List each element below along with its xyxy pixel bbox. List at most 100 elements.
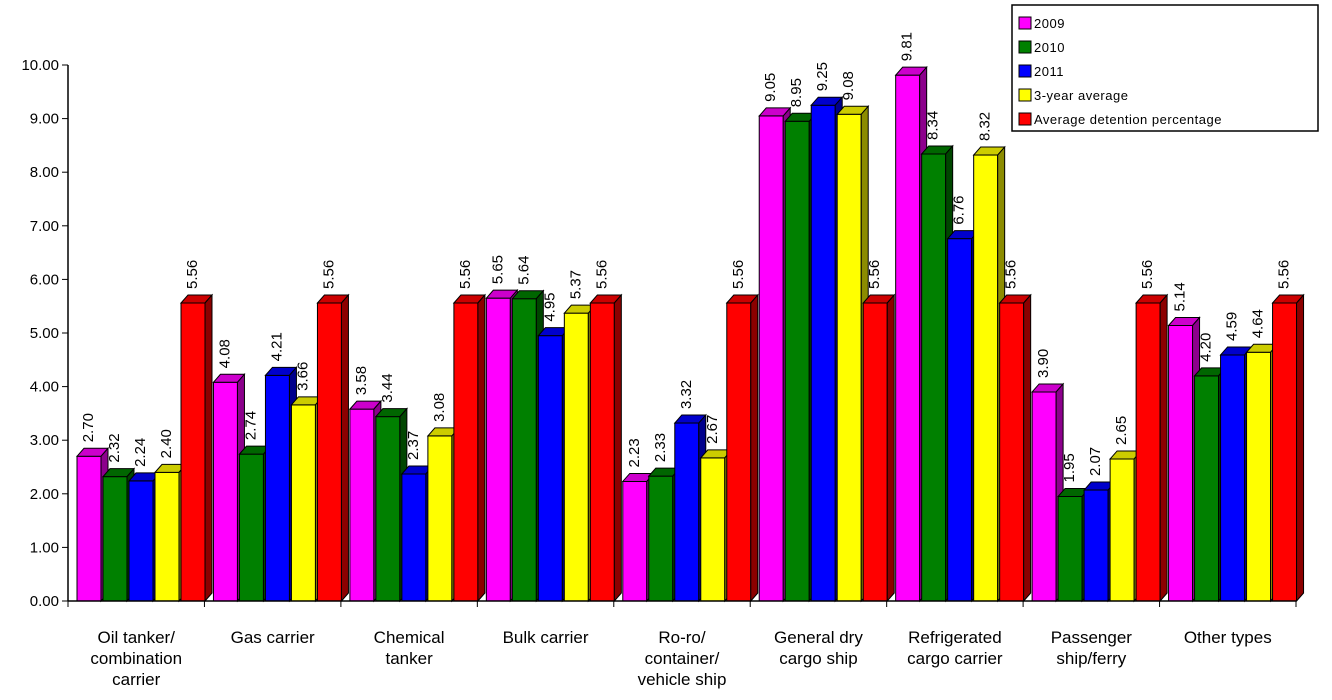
category-label: combination <box>90 649 182 668</box>
data-label: 9.05 <box>762 73 779 102</box>
legend-swatch <box>1018 64 1032 78</box>
category-label: Oil tanker/ <box>97 628 175 647</box>
category-label: cargo ship <box>779 649 857 668</box>
bar <box>725 293 759 603</box>
category-label: Other types <box>1184 628 1272 647</box>
data-label: 4.59 <box>1224 312 1241 341</box>
data-label: 4.95 <box>541 292 558 321</box>
legend-box <box>1011 4 1319 132</box>
data-label: 9.81 <box>899 32 916 61</box>
data-label: 1.95 <box>1061 453 1078 482</box>
axes: 0.00 1.00 2.00 3.00 4.00 5.00 6.00 7.00 8.00 9.00… <box>21 57 1297 610</box>
data-label: 5.56 <box>730 260 747 289</box>
category-label: carrier <box>112 670 161 689</box>
bar <box>1083 480 1117 603</box>
data-label: 2.37 <box>405 431 422 460</box>
category-label: container/ <box>645 649 720 668</box>
data-label: 5.14 <box>1172 282 1189 311</box>
data-label: 5.64 <box>515 255 532 284</box>
data-label: 5.56 <box>457 260 474 289</box>
y-tick-label: 10.00 <box>21 57 59 74</box>
y-tick-label: 2.00 <box>30 486 59 503</box>
category-label: Chemical <box>374 628 445 647</box>
data-label: 2.33 <box>652 433 669 462</box>
data-label: 3.08 <box>431 393 448 422</box>
value-labels: 2.70 2.32 2.24 2.40 5.56 4.08 2.74 4.21 3.66 5.56… <box>80 32 1293 482</box>
data-label: 5.56 <box>1139 260 1156 289</box>
data-label: 4.64 <box>1250 309 1267 338</box>
data-label: 5.56 <box>1003 260 1020 289</box>
legend-label: Average detention percentage <box>1034 112 1222 127</box>
data-label: 5.56 <box>184 260 201 289</box>
bar <box>1135 293 1169 603</box>
y-tick-label: 0.00 <box>30 593 59 610</box>
category-label: Refrigerated <box>908 628 1002 647</box>
y-tick-label: 3.00 <box>30 432 59 449</box>
category-label: Bulk carrier <box>503 628 589 647</box>
data-label: 3.66 <box>294 362 311 391</box>
data-label: 3.32 <box>678 380 695 409</box>
category-label: Gas carrier <box>231 628 315 647</box>
data-label: 5.37 <box>567 270 584 299</box>
data-label: 4.08 <box>216 339 233 368</box>
data-label: 6.76 <box>951 195 968 224</box>
data-label: 5.65 <box>489 255 506 284</box>
data-label: 2.23 <box>626 438 643 467</box>
data-label: 5.56 <box>320 260 337 289</box>
bar <box>1271 293 1305 603</box>
legend-swatch <box>1018 16 1032 30</box>
category-labels: Oil tanker/combination carrier Gas carrier… <box>90 628 1271 689</box>
data-label: 4.21 <box>268 332 285 361</box>
category-label: Passenger <box>1051 628 1133 647</box>
data-label: 8.32 <box>977 112 994 141</box>
data-label: 2.70 <box>80 413 97 442</box>
category-label: General dry <box>774 628 863 647</box>
legend-label: 2009 <box>1034 16 1065 31</box>
legend-label: 3-year average <box>1034 88 1128 103</box>
legend-swatch <box>1018 40 1032 54</box>
bar <box>1193 366 1227 603</box>
legend-swatch <box>1018 88 1032 102</box>
data-label: 2.24 <box>132 438 149 467</box>
data-label: 5.56 <box>866 260 883 289</box>
bars-layer <box>75 65 1305 603</box>
data-label: 4.20 <box>1198 333 1215 362</box>
bar <box>589 293 623 603</box>
data-label: 2.67 <box>704 415 721 444</box>
y-tick-label: 4.00 <box>30 379 59 396</box>
bar <box>998 293 1032 603</box>
bar <box>836 104 870 603</box>
y-tick-label: 8.00 <box>30 164 59 181</box>
data-label: 9.25 <box>814 62 831 91</box>
data-label: 2.40 <box>158 429 175 458</box>
data-label: 3.58 <box>353 366 370 395</box>
data-label: 5.56 <box>1276 260 1293 289</box>
data-label: 2.32 <box>106 433 123 462</box>
data-label: 8.95 <box>788 78 805 107</box>
legend-swatch <box>1018 112 1032 126</box>
legend: 2009 2010 2011 3-year average Average detent… <box>1011 4 1319 132</box>
legend-label: 2011 <box>1034 64 1064 79</box>
bar <box>452 293 486 603</box>
data-label: 8.34 <box>925 111 942 140</box>
y-tick-label: 1.00 <box>30 539 59 556</box>
category-label: vehicle ship <box>638 670 727 689</box>
y-tick-label: 9.00 <box>30 111 59 128</box>
category-label: Ro-ro/ <box>658 628 706 647</box>
legend-label: 2010 <box>1034 40 1065 55</box>
data-label: 2.07 <box>1087 447 1104 476</box>
y-tick-label: 5.00 <box>30 325 59 342</box>
data-label: 3.44 <box>379 373 396 402</box>
y-tick-label: 7.00 <box>30 218 59 235</box>
y-tick-label: 6.00 <box>30 271 59 288</box>
bar <box>316 293 350 603</box>
data-label: 5.56 <box>593 260 610 289</box>
data-label: 2.74 <box>242 411 259 440</box>
data-label: 3.90 <box>1035 349 1052 378</box>
category-label: ship/ferry <box>1056 649 1126 668</box>
data-label: 2.65 <box>1113 416 1130 445</box>
bar <box>179 293 214 603</box>
category-label: tanker <box>385 649 433 668</box>
bar <box>862 293 896 603</box>
